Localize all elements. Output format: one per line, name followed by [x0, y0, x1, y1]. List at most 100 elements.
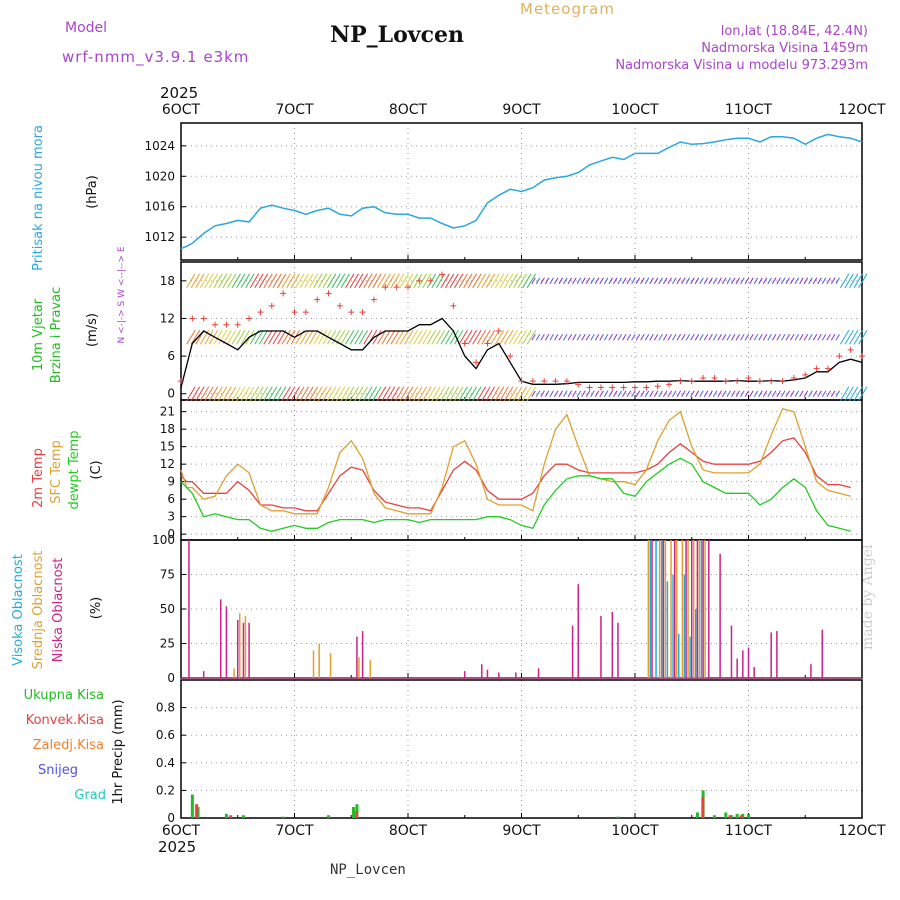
wind-barb: [549, 277, 554, 285]
wind-barb: [231, 273, 241, 289]
wind-barb: [426, 386, 437, 401]
wind-barb: [358, 273, 369, 289]
wind-barb: [644, 277, 650, 285]
gust-marker: [189, 315, 196, 322]
wind-barb: [599, 334, 604, 341]
wind-barb: [794, 277, 800, 285]
tick-label-y: 6: [167, 349, 175, 363]
temp2m-label: 2m Temp: [31, 448, 46, 508]
precip-legend-hail: Grad: [74, 788, 106, 803]
wind-barb: [445, 273, 455, 289]
wind-barb: [494, 386, 505, 401]
wind-barb: [712, 390, 718, 397]
wind-barb: [449, 330, 459, 345]
wind-barb: [218, 330, 228, 345]
wind-barb: [826, 390, 831, 397]
wind-barb: [676, 277, 682, 285]
tick-label-y: 3: [167, 510, 175, 524]
wind-barb: [853, 330, 863, 345]
wind-barb: [631, 277, 636, 285]
wind-barb: [844, 386, 854, 401]
wind-barb: [472, 330, 482, 345]
wind-barb: [803, 390, 809, 397]
wind-barb: [331, 386, 341, 401]
precip-bar-ukupnakisa: [735, 813, 739, 818]
wind-barb: [263, 330, 273, 345]
wind-barb: [708, 390, 713, 397]
wind-barb: [299, 273, 310, 289]
x-tick-label-top: 7OCT: [275, 102, 314, 118]
wind-barb: [794, 334, 800, 341]
wind-barb: [676, 334, 682, 341]
wind-barb: [313, 273, 323, 289]
gust-marker: [178, 378, 184, 385]
wind-barb: [613, 334, 618, 341]
wind-barb: [762, 390, 768, 397]
wind-barb: [735, 390, 741, 397]
wind-barb: [608, 390, 613, 397]
wind-barb: [345, 330, 355, 345]
precip-bar-ukupnakisa: [747, 813, 750, 818]
wind-barb: [617, 277, 623, 285]
wind-barb: [812, 334, 818, 341]
wind-barb: [749, 277, 754, 285]
wind-barb: [372, 386, 382, 401]
wind-barb: [681, 277, 686, 285]
gust-marker: [314, 296, 321, 303]
gust-marker: [745, 375, 752, 382]
wind-barb: [208, 273, 219, 289]
wind-barb: [399, 273, 409, 289]
wind-barb: [227, 386, 237, 401]
wind-barb: [581, 334, 586, 341]
x-tick-label-bottom: 10OCT: [611, 823, 659, 839]
wind-barb: [526, 273, 537, 289]
wind-barb: [390, 273, 400, 289]
wind-barb: [603, 277, 609, 285]
wind-barb: [622, 334, 627, 341]
footer-station: NP_Lovcen: [330, 862, 406, 878]
precip-bar-ukupnakisa: [224, 813, 228, 818]
wind-barb: [340, 386, 350, 401]
wind-barb: [567, 390, 573, 397]
wind-title-1: 10m Vjetar: [31, 298, 46, 371]
wind-barb: [712, 277, 718, 285]
low-cloud-label: Niska Oblacnost: [51, 558, 66, 663]
wind-barb: [267, 330, 278, 345]
gust-marker: [450, 302, 457, 309]
wind-barb: [576, 334, 582, 341]
pressure-title: Pritisak na nivou mora: [31, 125, 46, 271]
wind-barb: [590, 334, 595, 341]
tick-label-y: 25: [160, 637, 175, 651]
wind-barb: [785, 390, 790, 397]
gust-marker: [427, 277, 434, 284]
year-top: 2025: [160, 84, 199, 102]
wind-barb: [631, 334, 636, 341]
temp2m-line: [180, 437, 851, 512]
wind-barb: [417, 330, 428, 345]
wind-barb: [758, 390, 763, 397]
gust-marker: [257, 309, 264, 316]
wind-barb: [690, 334, 695, 341]
wind-barb: [467, 273, 477, 289]
precip-legend-total: Ukupna Kisa: [24, 688, 104, 703]
wind-barb: [367, 386, 378, 401]
wind-barb: [762, 334, 768, 341]
gust-marker: [847, 346, 854, 353]
wind-barb: [304, 330, 314, 345]
wind-barb: [785, 334, 790, 341]
wind-barb: [467, 330, 477, 345]
wind-barb: [508, 273, 518, 289]
wind-barb: [817, 390, 822, 397]
wind-barb: [830, 277, 836, 285]
wind-barb: [731, 390, 736, 397]
page-title: NP_Lovcen: [330, 22, 464, 48]
wind-barb: [567, 277, 573, 285]
wind-barb: [758, 334, 763, 341]
wind-barb: [690, 277, 695, 285]
precip-bar-ukupnakisa: [712, 815, 716, 818]
wind-barb: [826, 277, 831, 285]
gust-marker: [291, 309, 298, 316]
wind-barb: [658, 390, 663, 397]
tick-label-y: 0.8: [156, 701, 175, 715]
